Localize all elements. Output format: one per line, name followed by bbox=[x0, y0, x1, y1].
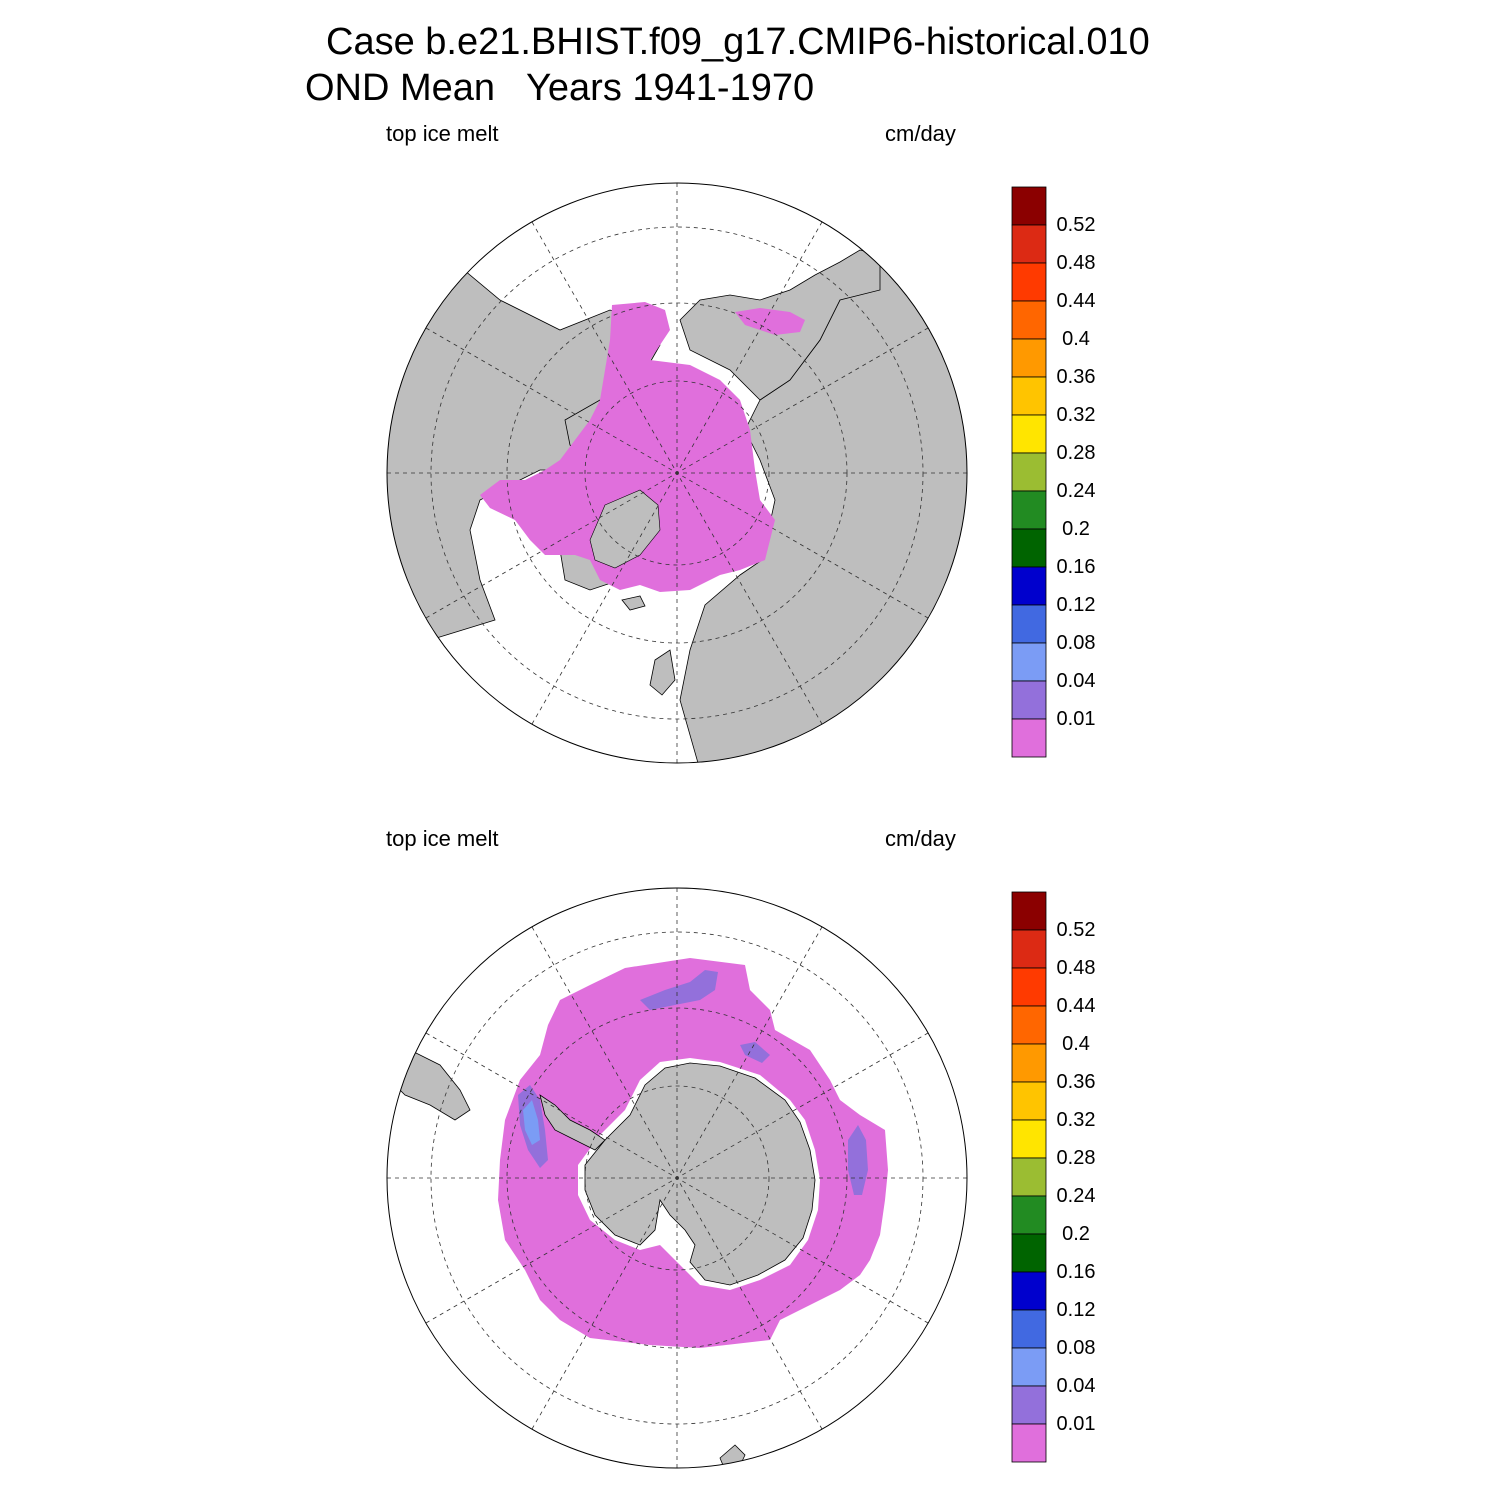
north-colorbar-box-9 bbox=[1011, 528, 1047, 568]
south-melt-patch-lazarev bbox=[740, 1042, 770, 1063]
south-colorbar-box-5 bbox=[1011, 1081, 1047, 1121]
figure-title-period: OND Mean Years 1941-1970 bbox=[305, 67, 815, 109]
south-colorbar-box-7 bbox=[1011, 1157, 1047, 1197]
south-colorbar-box-13 bbox=[1011, 1385, 1047, 1425]
north-panel-variable-label: top ice melt bbox=[386, 121, 499, 146]
south-colorbar-label-4: 0.36 bbox=[1056, 1071, 1096, 1093]
south-colorbar-label-8: 0.2 bbox=[1062, 1223, 1090, 1245]
north-map-border bbox=[386, 182, 968, 764]
north-colorbar-label-7: 0.24 bbox=[1056, 480, 1096, 502]
north-colorbar-label-8: 0.2 bbox=[1062, 518, 1090, 540]
south-melt-patch-davis bbox=[848, 1125, 868, 1195]
north-colorbar-label-2: 0.44 bbox=[1056, 290, 1096, 312]
north-colorbar-box-10 bbox=[1011, 566, 1047, 606]
north-colorbar-label-3: 0.4 bbox=[1062, 328, 1090, 350]
south-land-antarctica bbox=[584, 1062, 816, 1286]
north-graticule bbox=[387, 183, 967, 763]
south-colorbar bbox=[1011, 891, 1047, 1463]
north-colorbar-label-0: 0.52 bbox=[1056, 214, 1096, 236]
north-colorbar-label-9: 0.16 bbox=[1056, 556, 1096, 578]
north-colorbar bbox=[1011, 186, 1047, 758]
south-colorbar-box-11 bbox=[1011, 1309, 1047, 1349]
south-colorbar-label-13: 0.01 bbox=[1056, 1413, 1096, 1435]
south-sea-ice-melt-area bbox=[498, 958, 888, 1348]
south-colorbar-box-0 bbox=[1011, 891, 1047, 931]
north-colorbar-box-12 bbox=[1011, 642, 1047, 682]
north-colorbar-box-13 bbox=[1011, 680, 1047, 720]
south-panel-variable-label: top ice melt bbox=[386, 826, 499, 851]
south-colorbar-box-2 bbox=[1011, 967, 1047, 1007]
south-colorbar-label-12: 0.04 bbox=[1056, 1375, 1096, 1397]
south-panel-units-label: cm/day bbox=[885, 826, 956, 851]
north-colorbar-box-5 bbox=[1011, 376, 1047, 416]
south-colorbar-label-11: 0.08 bbox=[1056, 1337, 1096, 1359]
north-colorbar-label-13: 0.01 bbox=[1056, 708, 1096, 730]
south-colorbar-label-3: 0.4 bbox=[1062, 1033, 1090, 1055]
south-melt-patch-weddell bbox=[640, 970, 718, 1010]
south-colorbar-box-1 bbox=[1011, 929, 1047, 969]
figure-title-case: Case b.e21.BHIST.f09_g17.CMIP6-historica… bbox=[326, 21, 1150, 63]
south-colorbar-label-9: 0.16 bbox=[1056, 1261, 1096, 1283]
north-colorbar-box-7 bbox=[1011, 452, 1047, 492]
south-colorbar-box-8 bbox=[1011, 1195, 1047, 1235]
north-greenland-interior bbox=[589, 489, 661, 569]
south-colorbar-box-10 bbox=[1011, 1271, 1047, 1311]
north-panel-units-label: cm/day bbox=[885, 121, 956, 146]
north-colorbar-box-4 bbox=[1011, 338, 1047, 378]
north-colorbar-box-14 bbox=[1011, 718, 1047, 758]
south-colorbar-box-4 bbox=[1011, 1043, 1047, 1083]
north-colorbar-box-0 bbox=[1011, 186, 1047, 226]
north-land-british-isles bbox=[649, 649, 676, 696]
south-graticule bbox=[387, 888, 967, 1468]
south-colorbar-label-6: 0.28 bbox=[1056, 1147, 1096, 1169]
south-colorbar-box-14 bbox=[1011, 1423, 1047, 1463]
south-colorbar-label-0: 0.52 bbox=[1056, 919, 1096, 941]
south-colorbar-label-5: 0.32 bbox=[1056, 1109, 1096, 1131]
south-land-antarctic-peninsula bbox=[539, 1094, 606, 1151]
north-colorbar-label-12: 0.04 bbox=[1056, 670, 1096, 692]
north-colorbar-label-5: 0.32 bbox=[1056, 404, 1096, 426]
north-sea-ice-melt-area bbox=[480, 302, 775, 592]
south-colorbar-label-1: 0.48 bbox=[1056, 957, 1096, 979]
north-polar-map bbox=[386, 182, 968, 764]
south-melt-patch-ross-core bbox=[523, 1100, 540, 1145]
south-polar-map bbox=[386, 887, 968, 1469]
north-colorbar-label-10: 0.12 bbox=[1056, 594, 1096, 616]
north-colorbar-box-8 bbox=[1011, 490, 1047, 530]
south-map-border bbox=[386, 887, 968, 1469]
north-sea-ice-melt-bering bbox=[735, 308, 805, 335]
south-colorbar-box-9 bbox=[1011, 1233, 1047, 1273]
north-colorbar-label-6: 0.28 bbox=[1056, 442, 1096, 464]
north-colorbar-box-11 bbox=[1011, 604, 1047, 644]
north-colorbar-box-1 bbox=[1011, 224, 1047, 264]
north-colorbar-box-2 bbox=[1011, 262, 1047, 302]
south-colorbar-label-7: 0.24 bbox=[1056, 1185, 1096, 1207]
north-colorbar-label-4: 0.36 bbox=[1056, 366, 1096, 388]
south-colorbar-label-10: 0.12 bbox=[1056, 1299, 1096, 1321]
south-colorbar-box-12 bbox=[1011, 1347, 1047, 1387]
north-land-iceland bbox=[621, 595, 646, 611]
north-colorbar-box-3 bbox=[1011, 300, 1047, 340]
north-colorbar-label-1: 0.48 bbox=[1056, 252, 1096, 274]
north-colorbar-box-6 bbox=[1011, 414, 1047, 454]
north-colorbar-label-11: 0.08 bbox=[1056, 632, 1096, 654]
south-colorbar-box-3 bbox=[1011, 1005, 1047, 1045]
south-colorbar-label-2: 0.44 bbox=[1056, 995, 1096, 1017]
south-colorbar-box-6 bbox=[1011, 1119, 1047, 1159]
